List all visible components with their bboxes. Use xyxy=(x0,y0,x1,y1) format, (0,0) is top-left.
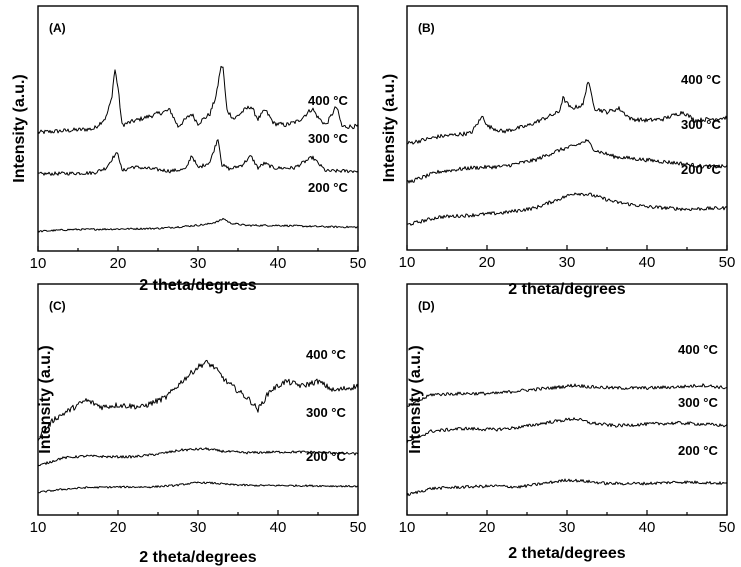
x-tick-label-d-20: 20 xyxy=(479,519,496,536)
x-tick-label-c-50: 50 xyxy=(350,519,367,536)
series-label-b-200c: 200 °C xyxy=(681,162,722,177)
panel-b: 10 20 30 40 50 2 theta/degrees Intensity (a.u.… xyxy=(381,5,736,298)
trace-a-300c xyxy=(37,139,359,176)
x-tick-label-b-50: 50 xyxy=(719,254,736,271)
x-tick-label-c-30: 30 xyxy=(190,519,207,536)
x-tick-label-c-10: 10 xyxy=(30,519,47,536)
y-axis-title-a: Intensity (a.u.) xyxy=(11,74,28,182)
trace-c-200c xyxy=(37,481,359,494)
x-axis-title-a: 2 theta/degrees xyxy=(139,277,256,294)
x-tick-label-c-20: 20 xyxy=(110,519,127,536)
trace-d-400c xyxy=(406,383,728,407)
panel-label-d: (D) xyxy=(418,299,435,313)
series-label-c-200c: 200 °C xyxy=(306,449,347,464)
x-tick-label-a-10: 10 xyxy=(30,255,47,272)
trace-b-300c xyxy=(406,139,728,184)
series-label-c-400c: 400 °C xyxy=(306,347,347,362)
x-tick-label-c-40: 40 xyxy=(270,519,287,536)
y-axis-title-d: Intensity (a.u.) xyxy=(407,345,424,453)
trace-d-300c xyxy=(406,417,728,444)
plot-frame-b xyxy=(406,5,728,251)
x-tick-label-b-30: 30 xyxy=(559,254,576,271)
x-tick-label-d-30: 30 xyxy=(559,519,576,536)
series-label-b-300c: 300 °C xyxy=(681,117,722,132)
x-axis-title-c: 2 theta/degrees xyxy=(139,549,256,566)
x-tick-label-a-40: 40 xyxy=(270,255,287,272)
trace-c-300c xyxy=(37,447,359,467)
panel-a: 10 20 30 40 50 2 theta/degrees Intensity (a.u.… xyxy=(11,5,367,294)
series-label-a-200c: 200 °C xyxy=(308,180,349,195)
trace-a-400c xyxy=(37,65,359,135)
series-label-c-300c: 300 °C xyxy=(306,405,347,420)
series-label-a-400c: 400 °C xyxy=(308,93,349,108)
trace-a-200c xyxy=(37,217,358,233)
x-tick-label-a-20: 20 xyxy=(110,255,127,272)
panel-d: 10 20 30 40 50 2 theta/degrees Intensity (a.u.… xyxy=(399,283,736,562)
trace-b-400c xyxy=(407,81,728,145)
panel-c: 10 20 30 40 50 2 theta/degrees Intensity (a.u.… xyxy=(30,283,367,566)
x-tick-label-d-40: 40 xyxy=(639,519,656,536)
series-label-b-400c: 400 °C xyxy=(681,72,722,87)
series-label-d-300c: 300 °C xyxy=(678,395,719,410)
x-axis-title-d: 2 theta/degrees xyxy=(508,545,625,562)
x-tick-label-b-20: 20 xyxy=(479,254,496,271)
x-tick-label-a-50: 50 xyxy=(350,255,367,272)
trace-b-200c xyxy=(406,192,728,226)
x-tick-label-a-30: 30 xyxy=(190,255,207,272)
y-axis-title-c: Intensity (a.u.) xyxy=(37,345,54,453)
trace-c-400c xyxy=(37,359,359,442)
x-tick-label-d-10: 10 xyxy=(399,519,416,536)
x-axis-title-b: 2 theta/degrees xyxy=(508,281,625,298)
y-axis-title-b: Intensity (a.u.) xyxy=(381,74,398,182)
trace-d-200c xyxy=(406,478,728,497)
panel-label-c: (C) xyxy=(49,299,66,313)
series-label-d-200c: 200 °C xyxy=(678,443,719,458)
x-tick-label-d-50: 50 xyxy=(719,519,736,536)
panel-label-a: (A) xyxy=(49,21,66,35)
x-tick-label-b-40: 40 xyxy=(639,254,656,271)
series-label-d-400c: 400 °C xyxy=(678,342,719,357)
x-tick-label-b-10: 10 xyxy=(399,254,416,271)
series-label-a-300c: 300 °C xyxy=(308,131,349,146)
panel-label-b: (B) xyxy=(418,21,435,35)
